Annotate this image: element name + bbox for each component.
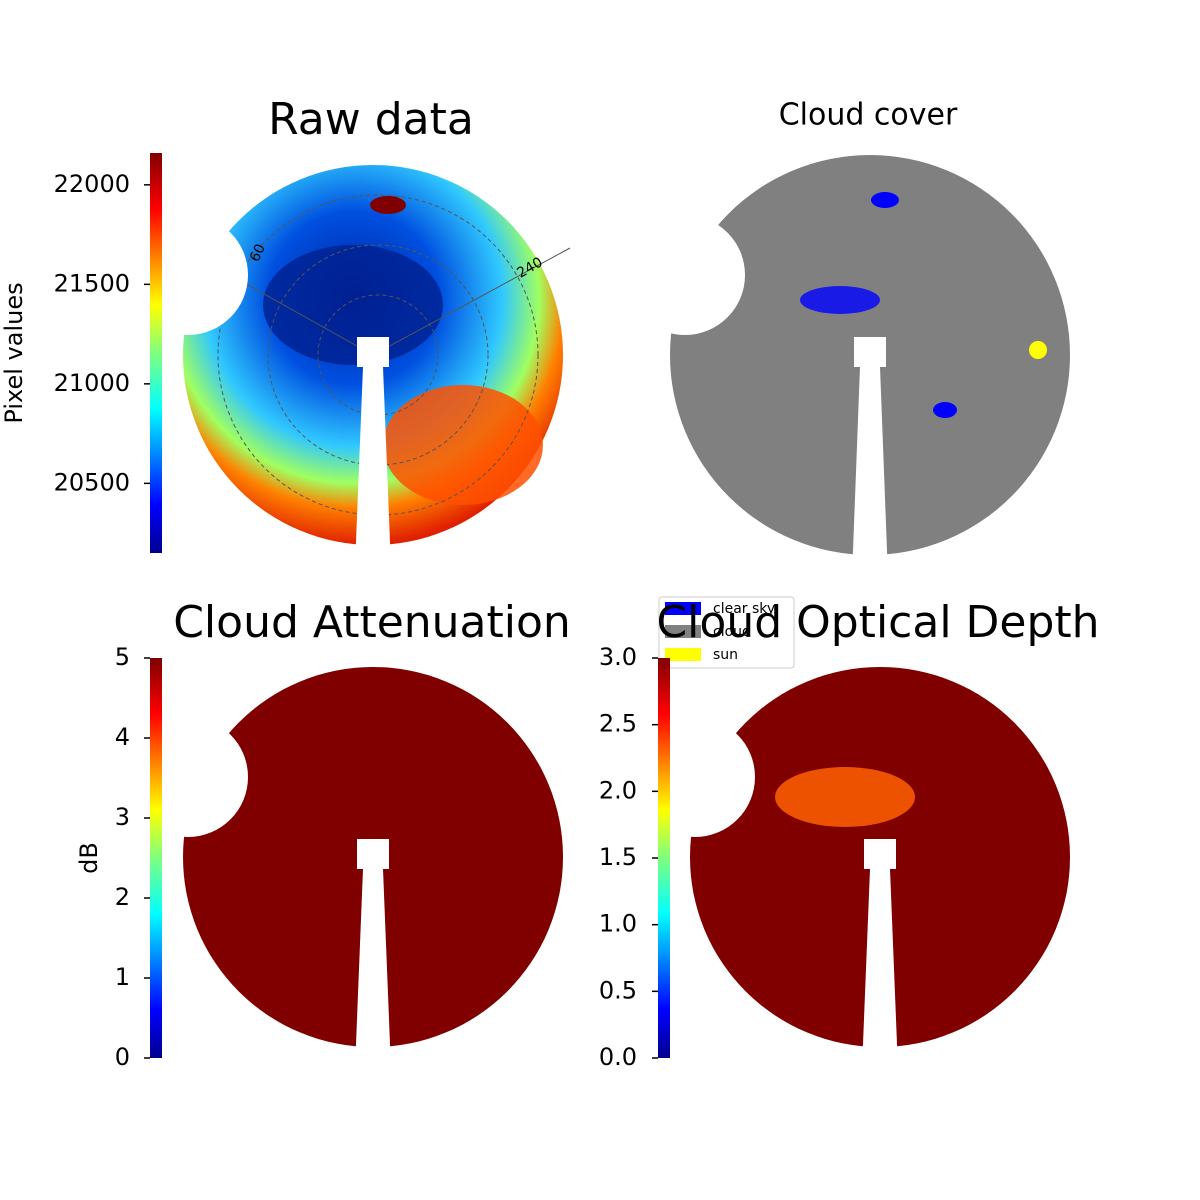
mask: [635, 717, 755, 837]
tick-label: 21500: [54, 269, 130, 297]
polar-axis: [372, 247, 571, 356]
tick-label: 1: [115, 963, 130, 991]
image-region: [800, 286, 880, 314]
tick-label: 2.5: [599, 710, 637, 738]
polar-label: 60: [247, 242, 269, 265]
image-region: [263, 245, 443, 365]
tick-label: 0.0: [599, 1043, 637, 1071]
mask: [862, 839, 898, 1069]
colorbar: [150, 153, 162, 553]
sun: [1029, 341, 1047, 359]
mask: [128, 717, 248, 837]
colorbar: [150, 658, 162, 1058]
colorbar-label: Pixel values: [0, 282, 28, 423]
mask: [625, 215, 745, 335]
image-region: [871, 192, 899, 208]
legend-swatch: [665, 648, 701, 661]
legend-label: sun: [713, 647, 738, 663]
mask: [128, 215, 248, 335]
legend-swatch: [665, 625, 701, 638]
tick-label: 3: [115, 803, 130, 831]
image-region: [370, 196, 406, 214]
image-region: [775, 767, 915, 827]
mask: [852, 337, 888, 577]
tick-label: 1.0: [599, 910, 637, 938]
tick-label: 0: [115, 1043, 130, 1071]
panel: Cloud cover clear sky cloud sun: [625, 98, 1070, 669]
panel-title: Cloud cover: [779, 98, 958, 133]
tick-label: 1.5: [599, 843, 637, 871]
tick-label: 20500: [54, 468, 130, 496]
image-region: [933, 402, 957, 418]
mask: [355, 337, 391, 567]
tick-label: 4: [115, 723, 130, 751]
tick-label: 3.0: [599, 643, 637, 671]
tick-label: 21000: [54, 369, 130, 397]
panel-title: Cloud Attenuation: [173, 597, 571, 648]
polar-grid: [217, 194, 539, 516]
tick-label: 0.5: [599, 976, 637, 1004]
tick-label: 5: [115, 643, 130, 671]
panel-title: Cloud Optical Depth: [656, 597, 1099, 648]
panel: Raw data1206024020500210002150022000Pixe…: [0, 94, 571, 567]
colorbar: [658, 658, 670, 1058]
legend-label: cloud: [713, 624, 751, 640]
tick-label: 22000: [54, 170, 130, 198]
tick-label: 2.0: [599, 776, 637, 804]
colorbar-label: dB: [75, 842, 103, 874]
legend-label: clear sky: [713, 601, 775, 617]
polar-grid: [267, 244, 489, 466]
legend-swatch: [665, 602, 701, 615]
tick-label: 2: [115, 883, 130, 911]
image-region: [383, 385, 543, 505]
panel: Cloud Attenuation 0 1 2 3 4 5 dB: [75, 597, 571, 1071]
panel-title: Raw data: [268, 94, 474, 145]
mask: [355, 839, 391, 1069]
panel: Cloud Optical Depth 0.0 0.5 1.0 1.5 2.0 2.5 3.0: [599, 597, 1100, 1071]
